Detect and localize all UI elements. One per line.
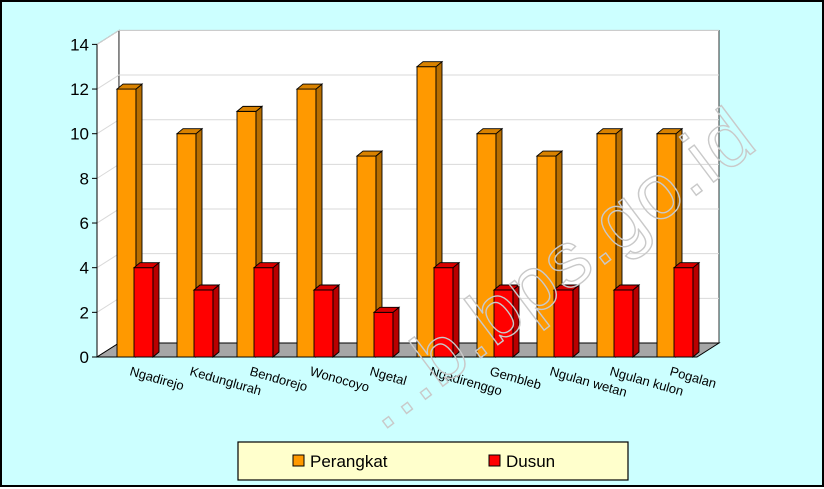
- y-tick-label: 12: [70, 80, 89, 99]
- bar-side: [272, 261, 280, 358]
- legend-label-dusun: Dusun: [506, 452, 555, 471]
- bar-top: [475, 128, 504, 135]
- y-tick-label: 10: [70, 125, 89, 144]
- bar-front: [296, 88, 317, 358]
- gridline: [96, 29, 719, 45]
- bar-top: [192, 284, 221, 291]
- bar-top: [312, 284, 341, 291]
- bar-side: [332, 284, 340, 358]
- bar-front: [133, 267, 154, 358]
- bar-front: [253, 267, 274, 358]
- bar-top: [372, 306, 401, 313]
- bar-perangkat: [355, 150, 384, 358]
- bar-dusun: [252, 261, 281, 358]
- bar-dusun: [672, 261, 701, 358]
- bar-front: [193, 289, 214, 358]
- legend-swatch-perangkat: [292, 454, 305, 467]
- gridline: [96, 74, 719, 90]
- bar-dusun: [552, 284, 581, 358]
- bar-dusun: [432, 261, 461, 358]
- bar-dusun: [612, 284, 641, 358]
- side-wall: [96, 29, 120, 358]
- bar-top: [175, 128, 204, 135]
- bar-top: [132, 262, 161, 269]
- y-tick-label: 6: [80, 214, 89, 233]
- y-tick-label: 4: [80, 259, 89, 278]
- bar-top: [252, 262, 281, 269]
- bar-front: [356, 155, 377, 358]
- bar-front: [176, 133, 197, 358]
- bar-top: [595, 128, 624, 135]
- bar-dusun: [372, 306, 401, 358]
- bar-dusun: [192, 284, 221, 358]
- bar-side: [152, 261, 160, 358]
- bar-top: [415, 61, 444, 68]
- bar-dusun: [312, 284, 341, 358]
- y-tick-label: 8: [80, 169, 89, 188]
- bar-top: [672, 262, 701, 269]
- legend-label-perangkat: Perangkat: [310, 452, 388, 471]
- y-tick-label: 0: [80, 348, 89, 367]
- bar-top: [655, 128, 684, 135]
- bar-front: [313, 289, 334, 358]
- bar-side: [692, 261, 700, 358]
- bar-dusun: [132, 261, 161, 358]
- bar-front: [116, 88, 137, 358]
- bar-top: [355, 150, 384, 157]
- bar-side: [212, 284, 220, 358]
- y-tick-label: 14: [70, 35, 89, 54]
- bar-front: [673, 267, 694, 358]
- bar-top: [492, 284, 521, 291]
- bar-side: [632, 284, 640, 358]
- bar-top: [115, 83, 144, 90]
- y-tick-label: 2: [80, 303, 89, 322]
- bar-top: [535, 150, 564, 157]
- x-category-label: Ngadirejo: [128, 363, 186, 393]
- bar-top: [552, 284, 581, 291]
- legend-swatch-dusun: [488, 454, 501, 467]
- bar-front: [613, 289, 634, 358]
- bar-top: [235, 105, 264, 112]
- bar-front: [236, 110, 257, 358]
- bar-top: [432, 262, 461, 269]
- bar-top: [612, 284, 641, 291]
- bar-dusun: [492, 284, 521, 358]
- bar-top: [295, 83, 324, 90]
